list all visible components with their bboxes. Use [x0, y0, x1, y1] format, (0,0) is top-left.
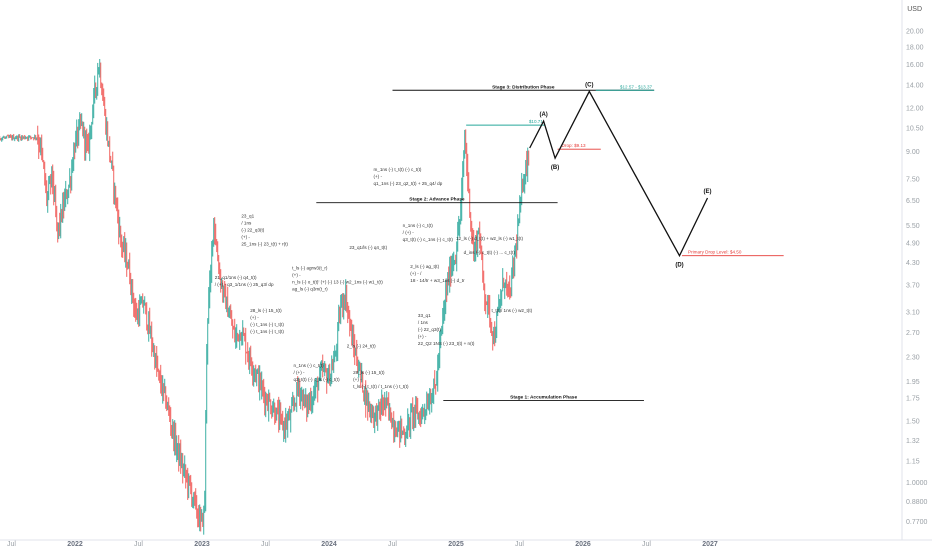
- y-tick-label: 14.00: [906, 82, 924, 89]
- y-tick-label: 7.50: [906, 176, 920, 183]
- annotation-text: t_ls (-) agrw3(t_r): [292, 266, 328, 271]
- annotation-text: 18 - 14/tr + w3_1/ls (-) d_tr: [410, 278, 465, 283]
- level-label: Stage 1: Accumulation Phase: [510, 395, 577, 401]
- annotation-text: (+) - /: [410, 271, 422, 276]
- x-tick-label: Jul: [515, 541, 524, 548]
- annotation-text: (-) 22_q3(t): [241, 228, 264, 233]
- annotation-text: / (+) -: [293, 370, 305, 375]
- wave-label: (D): [675, 263, 683, 269]
- annotation-text: n_ls (-) o_t(t)' (+) (-) 13 (-) w2_1ns (…: [292, 280, 383, 285]
- annotation-text: (-) 22_q3(t): [418, 327, 441, 332]
- y-tick-label: 1.95: [906, 379, 920, 386]
- annotation-text: 33_q1: [418, 313, 431, 318]
- x-axis: Jul 2022 Jul 2023 Jul 2024 Jul 2025 Jul 2026 Jul 20…: [7, 541, 718, 548]
- x-tick-label: 2022: [67, 541, 83, 548]
- y-tick-label: 12.00: [906, 105, 924, 112]
- annotation-text: (+) -: [353, 377, 362, 382]
- wave-label: (A): [539, 112, 547, 118]
- y-tick-label: 1.75: [906, 395, 920, 402]
- annotation-text: q1_1ns (-) 23_q2_t(t) + 25_q4/ dp: [373, 181, 442, 186]
- annotation-text: m_1ns (-) t_t(t) (-) c_t(t): [373, 167, 421, 172]
- annotation-text: 2_ls (-) ag_t(t): [410, 264, 439, 269]
- annotation-text: (+) -: [241, 235, 250, 240]
- x-tick-label: 2024: [321, 541, 337, 548]
- level-label: $12.57 - $13.37: [620, 84, 653, 89]
- level-label: Stage 3: Distribution Phase: [492, 84, 555, 90]
- annotation-text: (-) t_1ns (-) t_t(t): [250, 329, 284, 334]
- annotation-text: n_1ns (-) c_t(t): [403, 223, 434, 228]
- annotation-text: (+) -: [373, 174, 382, 179]
- y-tick-label: 10.50: [906, 126, 924, 133]
- y-tick-label: 4.90: [906, 240, 920, 247]
- x-tick-label: 2025: [448, 541, 464, 548]
- level-label: $10.71: [529, 119, 543, 124]
- y-tick-label: 4.30: [906, 260, 920, 267]
- annotation-text: q3_t(t) (-) c_ls (-) c_t(t): [293, 377, 340, 382]
- y-tick-label: 1.0000: [906, 480, 928, 487]
- y-tick-label: 1.50: [906, 419, 920, 426]
- wave-label: (E): [703, 189, 711, 195]
- annotation-text: t_t(t)/ 1ns (-) w2_t(t): [492, 308, 533, 313]
- annotation-text: 28_ls (-) 15_t(t): [250, 308, 282, 313]
- annotation-text: n_1ns (-) c_t(t): [293, 363, 324, 368]
- y-tick-label: 2.70: [906, 330, 920, 337]
- annotations: m_1ns (-) t_t(t) (-) c_t(t) (+) - q1_1ns (…: [215, 167, 533, 389]
- annotation-text: / 1ns: [241, 221, 252, 226]
- y-tick-label: 1.32: [906, 438, 920, 445]
- x-tick-label: Jul: [642, 541, 651, 548]
- y-axis: 20.00 18.00 16.00 14.00 12.00 10.50 9.00 7.50 6.…: [906, 29, 928, 527]
- annotation-text: 12_ls (-) d_t(t) + w2_ls (-) w1_t(t): [456, 236, 523, 241]
- annotation-text: (+) -: [292, 273, 301, 278]
- level-label: Primary Drop Level: $4.50: [688, 250, 742, 255]
- annotation-text: 23_q1/ls (-) q4_t(t): [349, 245, 387, 250]
- annotation-text: d_ins (-) c_t(t) (-) ... c_t(t): [464, 250, 516, 255]
- y-tick-label: 2.30: [906, 354, 920, 361]
- projection-path: (A) (B) (C) (D) (E): [529, 82, 711, 269]
- annotation-text: 22_Q2 1NS (-) 23_t(t) + n(t): [418, 341, 475, 346]
- y-tick-label: 16.00: [906, 62, 924, 69]
- annotation-text: 25_1ns (-) 23_t(t) + r(t): [241, 242, 288, 247]
- x-tick-label: Jul: [7, 541, 16, 548]
- wave-label: (C): [585, 82, 593, 88]
- x-tick-label: Jul: [134, 541, 143, 548]
- y-tick-label: 0.8800: [906, 499, 928, 506]
- currency-label: USD: [907, 6, 922, 13]
- y-tick-label: 3.70: [906, 283, 920, 290]
- annotation-text: / (+) -: [403, 230, 415, 235]
- annotation-text: / 1ns: [418, 320, 429, 325]
- annotation-text: (-) t_1ns (-) t_t(t): [250, 322, 284, 327]
- x-tick-label: 2023: [194, 541, 210, 548]
- annotation-text: 28_ls (-) 15_t(t): [353, 370, 385, 375]
- x-tick-label: 2026: [575, 541, 591, 548]
- annotation-text: (+) -: [418, 334, 427, 339]
- annotation-text: (+) -: [250, 315, 259, 320]
- annotation-text: 23_q1: [241, 214, 254, 219]
- y-tick-label: 20.00: [906, 29, 924, 36]
- annotation-text: 21_q1/1ns (-) q4_t(t): [215, 275, 257, 280]
- candles: [0, 58, 530, 535]
- annotation-text: ag_ls (-) q3m(t_r): [292, 287, 328, 292]
- y-tick-label: 18.00: [906, 44, 924, 51]
- x-tick-label: Jul: [261, 541, 270, 548]
- wave-label: (B): [551, 165, 559, 171]
- annotation-text: / (+) - q3_1/1ns (-) 25_q3/ dp: [215, 282, 274, 287]
- annotation-text: 2_ls (-) 24_t(t): [347, 343, 376, 348]
- annotation-text: q3_t(t) (-) c_1ns (-) c_t(t): [403, 237, 454, 242]
- y-tick-label: 6.50: [906, 198, 920, 205]
- y-tick-label: 0.7700: [906, 519, 928, 526]
- y-tick-label: 1.15: [906, 459, 920, 466]
- x-tick-label: Jul: [388, 541, 397, 548]
- annotation-text: t_ls (-) t_t(t) / t_1ns (-) t_t(t): [353, 384, 409, 389]
- level-label: Drop: $9.13: [562, 143, 586, 148]
- y-tick-label: 3.10: [906, 309, 920, 316]
- projection-line: [529, 90, 709, 258]
- level-label: Stage 2: Advance Phase: [409, 197, 465, 203]
- y-tick-label: 5.50: [906, 223, 920, 230]
- y-tick-label: 9.00: [906, 149, 920, 156]
- levels: Stage 3: Distribution Phase Stage 2: Adva…: [316, 84, 784, 402]
- x-tick-label: 2027: [702, 541, 718, 548]
